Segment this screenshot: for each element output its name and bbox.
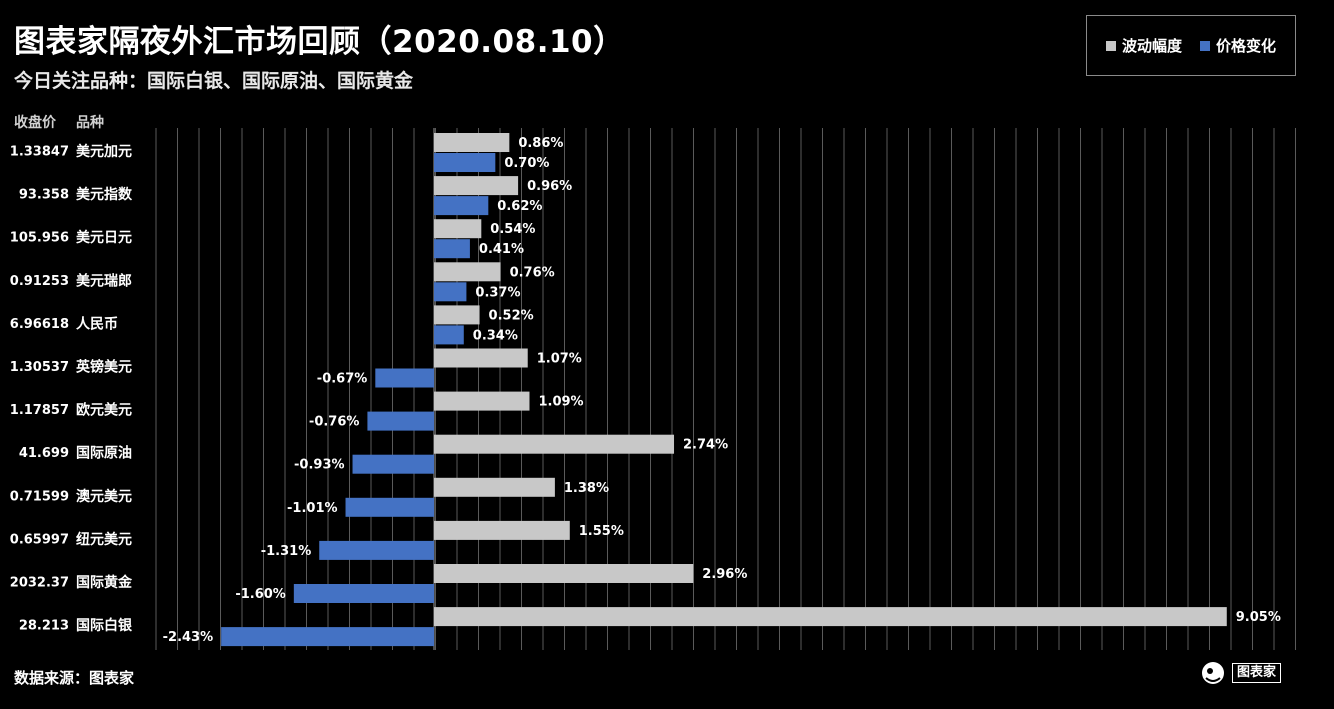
closing-price-label: 1.33847 [10, 145, 69, 160]
brand-logo: 图表家 [1200, 660, 1282, 686]
volatility-value-label: 2.74% [683, 438, 728, 453]
legend-label-volatility: 波动幅度 [1121, 37, 1182, 55]
price-change-value-label: -0.67% [317, 372, 368, 387]
legend-swatch-volatility [1105, 40, 1116, 51]
price-change-bar [434, 153, 496, 172]
data-source: 数据来源：图表家 [14, 669, 135, 687]
category-label: 国际原油 [76, 445, 132, 462]
closing-price-label: 28.213 [19, 619, 69, 634]
volatility-value-label: 0.86% [518, 136, 563, 151]
volatility-bar [434, 477, 555, 497]
price-change-value-label: -0.76% [309, 415, 360, 430]
price-change-bar [319, 540, 434, 560]
price-change-value-label: -1.01% [287, 501, 338, 516]
closing-price-label: 41.699 [19, 446, 69, 461]
category-label: 美元指数 [76, 186, 133, 203]
price-change-value-label: -0.93% [294, 458, 345, 473]
chart-legend: 波动幅度 价格变化 [1086, 15, 1296, 76]
volatility-value-label: 9.05% [1236, 610, 1281, 625]
volatility-value-label: 2.96% [702, 567, 747, 582]
volatility-value-label: 0.96% [527, 179, 572, 194]
category-label: 纽元美元 [76, 531, 132, 548]
column-header-name: 品种 [76, 115, 104, 131]
closing-price-label: 0.65997 [10, 532, 69, 547]
volatility-bar [434, 305, 480, 325]
volatility-bar [434, 133, 510, 152]
closing-price-label: 2032.37 [10, 576, 69, 591]
volatility-bar [434, 176, 519, 196]
closing-price-label: 105.956 [10, 231, 69, 246]
price-change-value-label: 0.34% [473, 328, 518, 343]
volatility-bar [434, 219, 482, 239]
price-change-bar [375, 368, 434, 388]
price-change-bar [367, 411, 434, 431]
column-header-price: 收盘价 [14, 115, 56, 131]
closing-price-label: 6.96618 [10, 317, 69, 332]
category-label: 人民币 [76, 315, 118, 332]
legend-item-volatility: 波动幅度 [1105, 35, 1182, 56]
volatility-bar [434, 607, 1227, 627]
legend-swatch-price-change [1200, 40, 1210, 51]
volatility-value-label: 1.55% [579, 524, 624, 539]
price-change-value-label: 0.37% [475, 285, 520, 300]
closing-price-label: 93.358 [19, 188, 69, 203]
closing-price-label: 0.91253 [10, 274, 69, 289]
price-change-value-label: -2.43% [163, 630, 214, 645]
volatility-bar [434, 434, 675, 454]
category-label: 英镑美元 [75, 359, 132, 376]
category-label: 澳元美元 [76, 488, 132, 505]
category-label: 国际白银 [76, 617, 133, 634]
category-label: 美元瑞郎 [76, 272, 132, 289]
category-label: 美元日元 [76, 229, 132, 246]
page-title: 图表家隔夜外汇市场回顾（2020.08.10） [14, 24, 625, 60]
volatility-value-label: 0.76% [510, 265, 555, 280]
volatility-bar [434, 391, 530, 411]
price-change-value-label: -1.60% [235, 587, 286, 602]
category-label: 欧元美元 [76, 402, 132, 419]
price-change-bar [345, 497, 434, 517]
volatility-value-label: 1.09% [538, 395, 583, 410]
price-change-value-label: 0.62% [497, 199, 542, 214]
page-subtitle: 今日关注品种：国际白银、国际原油、国际黄金 [14, 70, 414, 92]
brand-name: 图表家 [1232, 663, 1282, 683]
price-change-bar [221, 627, 434, 647]
closing-price-label: 1.30537 [10, 360, 69, 375]
price-change-value-label: 0.41% [479, 242, 524, 257]
volatility-value-label: 1.38% [564, 481, 609, 496]
price-change-bar [434, 239, 470, 259]
price-change-bar [434, 282, 467, 302]
brand-mascot-icon [1202, 662, 1224, 684]
volatility-bar [434, 564, 694, 583]
volatility-value-label: 0.54% [490, 222, 535, 237]
price-change-bar [434, 325, 464, 345]
price-change-bar [434, 196, 489, 216]
volatility-value-label: 0.52% [489, 308, 534, 323]
legend-label-price-change: 价格变化 [1216, 37, 1277, 55]
price-change-value-label: -1.31% [261, 544, 312, 559]
volatility-value-label: 1.07% [537, 352, 582, 367]
closing-price-label: 1.17857 [10, 403, 69, 418]
price-change-bar [352, 454, 434, 474]
category-label: 美元加元 [76, 143, 132, 160]
closing-price-label: 0.71599 [10, 489, 69, 504]
price-change-bar [293, 584, 434, 603]
volatility-bar [434, 348, 528, 368]
legend-item-price-change: 价格变化 [1200, 35, 1276, 56]
volatility-bar [434, 262, 501, 282]
price-change-value-label: 0.70% [504, 156, 549, 171]
category-label: 国际黄金 [76, 574, 133, 591]
volatility-bar [434, 520, 570, 540]
